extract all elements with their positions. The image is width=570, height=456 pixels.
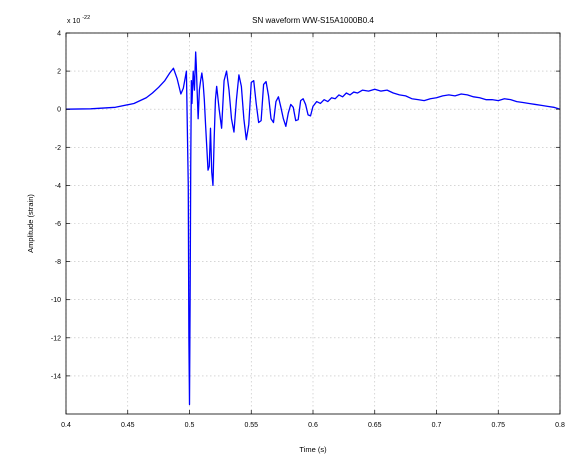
- x-tick-label: 0.5: [185, 422, 195, 429]
- y-tick-label: 4: [57, 31, 61, 38]
- y-multiplier-base: x 10: [67, 18, 80, 25]
- y-tick-label: -6: [55, 221, 61, 228]
- x-tick-label: 0.45: [121, 422, 135, 429]
- y-tick-label: 2: [57, 69, 61, 76]
- plot-area: [65, 51, 561, 406]
- y-tick-label: -12: [51, 335, 61, 342]
- axis-tick-labels: 0.4 0.45 0.5 0.55 0.6 0.65 0.7 0.75 0.8 4 2 0 -2 -4 -6…: [51, 31, 565, 430]
- x-tick-label: 0.55: [244, 422, 258, 429]
- y-tick-label: -2: [55, 145, 61, 152]
- axis-ticks: [65, 32, 561, 414]
- x-tick-label: 0.4: [61, 422, 71, 429]
- x-tick-label: 0.7: [432, 422, 442, 429]
- y-axis-label: Amplitude (strain): [26, 194, 35, 253]
- x-tick-label: 0.75: [491, 422, 505, 429]
- x-tick-label: 0.65: [368, 422, 382, 429]
- y-tick-label: -14: [51, 373, 61, 380]
- y-axis-multiplier: x 10 -22: [67, 15, 90, 25]
- y-tick-label: -10: [51, 297, 61, 304]
- waveform-line: [65, 51, 561, 406]
- y-tick-label: -8: [55, 259, 61, 266]
- y-multiplier-exponent: -22: [82, 15, 90, 21]
- x-tick-label: 0.6: [308, 422, 318, 429]
- x-axis-label: Time (s): [299, 445, 327, 454]
- x-tick-label: 0.8: [555, 422, 565, 429]
- y-tick-label: 0: [57, 107, 61, 114]
- chart-title: SN waveform WW-S15A1000B0.4: [252, 16, 374, 25]
- y-tick-label: -4: [55, 183, 61, 190]
